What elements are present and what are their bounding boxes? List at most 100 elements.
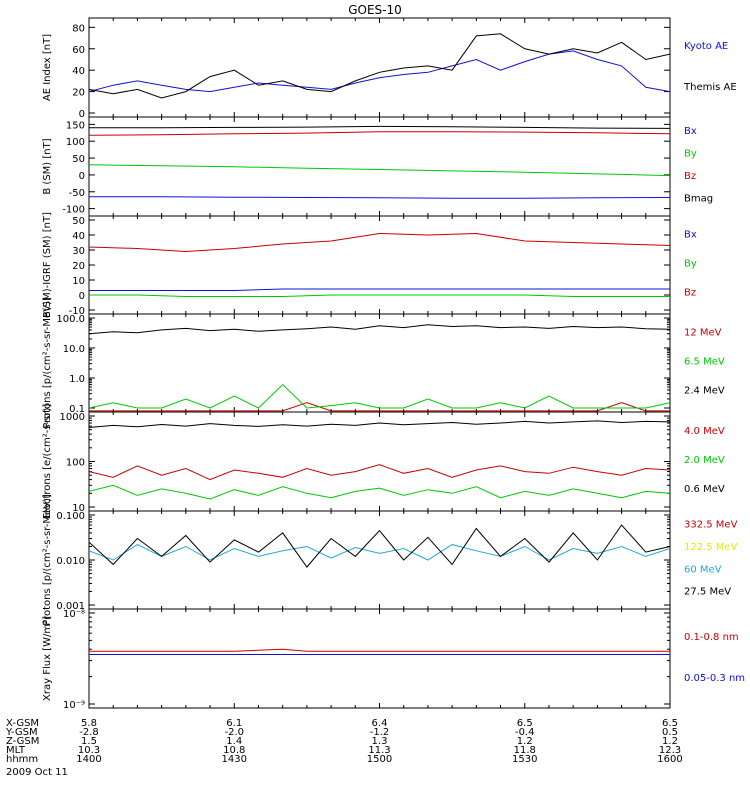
legend-entry: Bz [684, 287, 696, 298]
orbit-cell: 1600 [657, 754, 682, 765]
series-line-bx [89, 288, 670, 291]
series-line-bz [89, 131, 670, 136]
y-tick-label: 1.0 [69, 374, 85, 385]
y-axis-label: Protons [p/(cm²-s-sr-MeV)] [42, 494, 53, 626]
y-tick-label: 0.001 [56, 601, 85, 612]
orbit-cell: 1500 [367, 754, 392, 765]
y-tick-label: 0 [79, 109, 85, 120]
y-tick-label: 10⁻⁹ [63, 700, 85, 711]
y-tick-label: 1000 [60, 412, 85, 423]
y-tick-label: 0.010 [56, 556, 85, 567]
y-tick-label: 0.1 [69, 404, 85, 415]
legend-entry: Kyoto AE [684, 41, 728, 52]
y-tick-label: 100 [66, 458, 85, 469]
orbit-cell: 10.8 [223, 745, 245, 756]
series-line-27-5-mev [89, 524, 670, 568]
orbit-cell: 0.5 [662, 727, 678, 738]
legend-entry: 27.5 MeV [684, 587, 731, 598]
series-line-60-mev [89, 544, 670, 561]
panel-3: -10 0 10 20 30 40 50 B(SM)-IGRF (SM) [nT] Bx By Bz [42, 212, 697, 318]
orbit-cell: 1430 [222, 754, 247, 765]
orbit-cell: 11.8 [514, 745, 536, 756]
date-label: 2009 Oct 11 [6, 767, 68, 778]
legend-entry: 0.05-0.3 nm [684, 673, 745, 684]
legend-entry: By [684, 258, 697, 269]
series-line-kyoto-ae [89, 50, 670, 93]
y-axis-label: Protons [p/(cm²-s-sr-MeV)] [42, 297, 53, 429]
legend-entry: 0.1-0.8 nm [684, 632, 739, 643]
series-line-6-5-mev [89, 384, 670, 409]
legend-entry: 0.6 MeV [684, 484, 725, 495]
orbit-cell: -2.0 [224, 727, 244, 738]
y-axis-label: AE Index [nT] [42, 34, 53, 101]
orbit-cell: 1400 [76, 754, 101, 765]
orbit-row-label: hhmm [6, 754, 38, 765]
y-axis-label: B (SM) [nT] [42, 138, 53, 194]
y-axis-label: Electrons [e/(cm²-s-sr)] [42, 404, 53, 520]
legend-entry: Themis AE [683, 82, 737, 93]
legend-entry: 6.5 MeV [684, 356, 725, 367]
series-line-themis-ae [89, 33, 670, 99]
legend-entry: Bx [684, 230, 697, 241]
orbit-row-label: Y-GSM [5, 727, 38, 738]
series-line-bx [89, 196, 670, 199]
legend-entry: 332.5 MeV [684, 520, 738, 531]
y-tick-label: -100 [62, 205, 85, 216]
plot-title: GOES-10 [348, 3, 402, 17]
panel-frame [88, 215, 671, 315]
series-line-by [89, 164, 670, 177]
series-line-bmag [89, 125, 670, 129]
orbit-cell: 6.5 [517, 718, 533, 729]
y-tick-label: 40 [72, 231, 85, 242]
y-tick-label: -50 [69, 188, 85, 199]
orbit-row-label: Z-GSM [6, 736, 39, 747]
y-tick-label: 0 [79, 171, 85, 182]
series-line-2-0-mev [89, 484, 670, 500]
legend-entry: By [684, 148, 697, 159]
y-tick-label: 50 [72, 216, 85, 227]
orbit-cell: 1.4 [226, 736, 242, 747]
panel-2: -100 -50 0 50 100 150 B (SM) [nT] Bx By Bz Bmag [42, 116, 713, 217]
y-tick-label: 0.100 [56, 511, 85, 522]
orbit-cell: -1.2 [370, 727, 390, 738]
y-axis-label: Xray Flux [W/m²] [42, 616, 53, 701]
orbit-cell: 1.2 [662, 736, 678, 747]
panel-frame [88, 510, 671, 610]
panel-1: 0 20 40 60 80 AE Index [nT] Kyoto AE Themis AE [42, 17, 737, 120]
y-tick-label: 20 [72, 88, 85, 99]
y-tick-label: 80 [72, 23, 85, 34]
y-tick-label: 20 [72, 261, 85, 272]
orbit-cell: 1.2 [517, 736, 533, 747]
legend-entry: 60 MeV [684, 564, 722, 575]
series-line-by [89, 294, 670, 297]
y-tick-label: 50 [72, 154, 85, 165]
series-line-0-6-mev [89, 420, 670, 428]
legend-entry: Bz [684, 171, 696, 182]
orbit-cell: 1.5 [81, 736, 97, 747]
legend-entry: 4.0 MeV [684, 426, 725, 437]
orbit-cell: 6.4 [372, 718, 388, 729]
series-line-12-mev [89, 402, 670, 412]
orbit-cell: -0.4 [515, 727, 535, 738]
series-line-0-1-0-8-nm [89, 648, 670, 652]
orbit-row-label: MLT [6, 745, 26, 756]
y-tick-label: 60 [72, 45, 85, 56]
legend-entry: 2.0 MeV [684, 455, 725, 466]
orbit-cell: 11.3 [368, 745, 390, 756]
panel-frame [88, 17, 671, 118]
y-tick-label: 100 [66, 137, 85, 148]
orbit-cell: 6.1 [226, 718, 242, 729]
series-line-2-4-mev [89, 324, 670, 335]
panel-frame [88, 608, 671, 709]
legend-entry: Bmag [684, 193, 713, 204]
panel-7: 10⁻⁹ 10⁻⁸ Xray Flux [W/m²] 0.1-0.8 nm 0.05-0… [42, 608, 745, 711]
y-tick-label: 10 [72, 503, 85, 514]
orbit-cell: 1.3 [372, 736, 388, 747]
y-tick-label: 150 [66, 120, 85, 131]
series-line-4-0-mev [89, 464, 670, 481]
y-tick-label: 10.0 [63, 344, 85, 355]
panel-frame [88, 411, 671, 512]
y-tick-label: 100.0 [56, 314, 85, 325]
